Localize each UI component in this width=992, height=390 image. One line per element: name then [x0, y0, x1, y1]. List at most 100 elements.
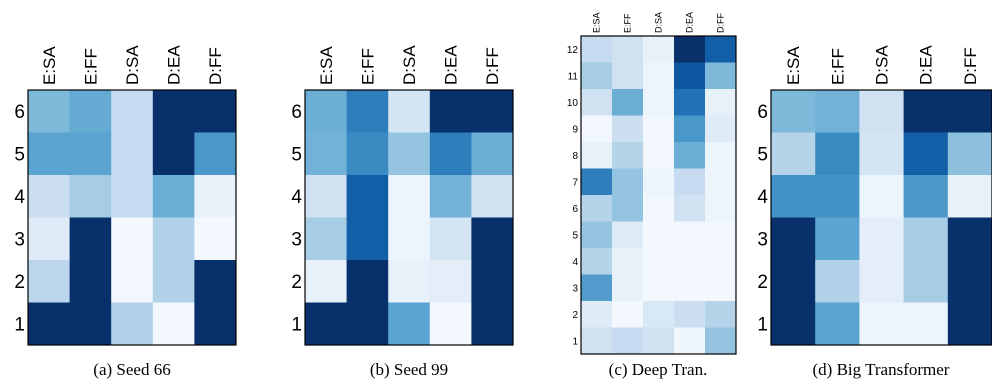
heatmap-cell — [388, 175, 431, 218]
row-label: 7 — [572, 177, 578, 188]
column-label: E:FF — [623, 13, 633, 33]
row-label: 9 — [572, 124, 578, 135]
heatmap-cell — [305, 217, 347, 261]
heatmap-cell — [674, 142, 706, 169]
heatmap-cell — [429, 217, 472, 261]
heatmap-cell — [771, 302, 816, 346]
heatmap-cell — [643, 62, 675, 90]
panel-caption: (b) Seed 99 — [370, 360, 448, 379]
heatmap-cell — [674, 195, 706, 222]
heatmap-cell — [152, 132, 195, 176]
heatmap-cell — [771, 175, 816, 218]
heatmap-cell — [643, 115, 675, 143]
heatmap-cell — [815, 217, 860, 261]
heatmap-panel-3: E:SA E:FF D:SA D:EA D:FF 12 11 10 9 8 7 6 5 4 3 2 1 (c) D… — [567, 12, 737, 379]
heatmap-cell — [705, 142, 737, 169]
column-label: E:SA — [592, 12, 602, 33]
heatmap-cell — [612, 168, 644, 196]
row-label: 2 — [291, 272, 302, 293]
heatmap-cell — [612, 89, 644, 116]
heatmap-cell — [947, 90, 992, 133]
column-label: D:SA — [654, 12, 664, 33]
heatmap-cell — [643, 89, 675, 116]
heatmap-cell — [705, 327, 737, 355]
heatmap-panel-1: E:SA E:FF D:SA D:EA D:FF 6 5 4 3 2 1 (a) Seed 66 — [14, 45, 237, 379]
row-label: 1 — [572, 336, 578, 347]
heatmap-cell — [705, 195, 737, 222]
heatmap-cell — [305, 175, 347, 218]
heatmap-cell — [643, 195, 675, 222]
heatmap-cell — [643, 274, 675, 302]
heatmap-cell — [471, 132, 514, 176]
heatmap-cell — [581, 195, 613, 222]
heatmap-cell — [28, 260, 70, 303]
heatmap-cell — [612, 248, 644, 275]
row-label: 4 — [291, 187, 302, 208]
column-label: D:FF — [483, 47, 502, 85]
heatmap-cell — [674, 115, 706, 143]
heatmap-cell — [69, 175, 112, 218]
heatmap-cell — [859, 90, 904, 133]
heatmap-cell — [581, 168, 613, 196]
heatmap-cell — [346, 302, 389, 346]
heatmap-cell — [152, 217, 195, 261]
heatmap-cell — [388, 302, 431, 346]
heatmap-cell — [581, 327, 613, 355]
heatmap-frame — [304, 89, 514, 346]
heatmap-cell — [429, 302, 472, 346]
heatmap-cell — [859, 302, 904, 346]
heatmap-cell — [947, 132, 992, 176]
heatmap-cell — [903, 217, 949, 261]
heatmap-cell — [346, 217, 389, 261]
heatmap-cell — [705, 301, 737, 328]
row-label: 12 — [567, 45, 579, 56]
heatmap-cell — [859, 260, 904, 303]
heatmap-cell — [388, 90, 431, 133]
heatmap-cell — [471, 217, 514, 261]
heatmap-cell — [581, 62, 613, 90]
heatmap-cell — [388, 132, 431, 176]
heatmap-cell — [581, 221, 613, 249]
heatmap-cell — [194, 260, 237, 303]
heatmap-cell — [643, 221, 675, 249]
heatmap-cell — [194, 132, 237, 176]
heatmap-cell — [69, 260, 112, 303]
column-label: D:EA — [165, 45, 184, 85]
heatmap-frame — [580, 35, 737, 355]
column-label: D:EA — [685, 12, 695, 33]
heatmap-cell — [815, 132, 860, 176]
row-label: 3 — [291, 229, 302, 250]
column-label: E:SA — [317, 46, 336, 85]
column-label: E:SA — [40, 46, 59, 85]
heatmap-cell — [471, 302, 514, 346]
heatmap-cell — [346, 175, 389, 218]
heatmap-cell — [305, 302, 347, 346]
heatmap-cell — [674, 89, 706, 116]
heatmap-cell — [674, 301, 706, 328]
column-label: D:FF — [206, 47, 225, 85]
heatmap-cell — [815, 90, 860, 133]
row-label: 5 — [572, 230, 578, 241]
heatmap-cell — [643, 301, 675, 328]
heatmap-cell — [947, 260, 992, 303]
heatmap-cell — [947, 302, 992, 346]
heatmap-cell — [429, 90, 472, 133]
column-label: D:EA — [442, 45, 461, 85]
heatmap-cell — [612, 36, 644, 63]
row-label: 2 — [757, 272, 768, 293]
heatmap-cell — [69, 217, 112, 261]
heatmap-cell — [28, 217, 70, 261]
heatmap-cell — [705, 62, 737, 90]
heatmap-cell — [859, 217, 904, 261]
heatmap-cell — [674, 248, 706, 275]
row-label: 5 — [14, 144, 25, 165]
heatmap-cell — [346, 132, 389, 176]
heatmap-cell — [471, 90, 514, 133]
heatmap-cell — [705, 168, 737, 196]
heatmap-cell — [705, 274, 737, 302]
heatmap-cell — [705, 36, 737, 63]
row-label: 10 — [567, 98, 579, 109]
heatmap-cell — [69, 302, 112, 346]
heatmap-cell — [674, 327, 706, 355]
row-label: 2 — [14, 272, 25, 293]
